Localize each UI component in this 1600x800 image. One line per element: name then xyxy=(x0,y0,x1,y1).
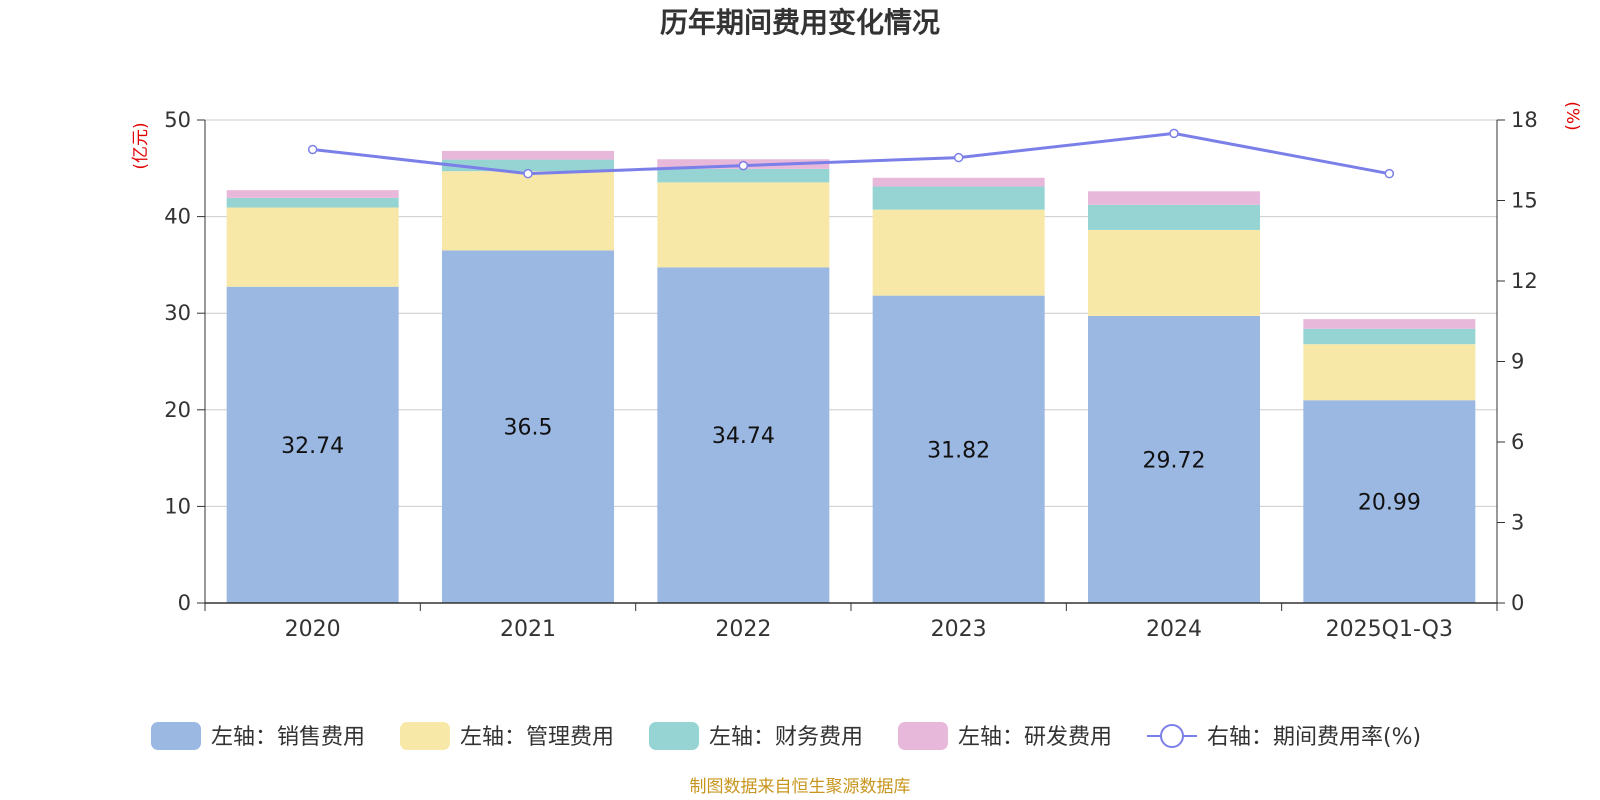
rate-point xyxy=(953,152,964,163)
legend-swatch xyxy=(400,722,450,750)
legend-swatch xyxy=(151,722,201,750)
legend-marker xyxy=(1160,724,1184,748)
legend-item[interactable]: 左轴：管理费用 xyxy=(400,722,614,750)
data-label: 29.72 xyxy=(1143,448,1206,473)
bar-segment xyxy=(1088,191,1260,205)
bar-segment xyxy=(872,295,1045,603)
bar-segment xyxy=(1088,229,1260,316)
right-tick-label: 18 xyxy=(1511,108,1538,132)
legend-swatch xyxy=(898,722,948,750)
right-tick-label: 0 xyxy=(1511,591,1524,615)
left-axis-unit: (亿元) xyxy=(131,122,151,169)
bar-segment xyxy=(1303,344,1476,401)
legend-swatch xyxy=(649,722,699,750)
data-label: 31.82 xyxy=(927,438,990,463)
right-tick-label: 3 xyxy=(1511,511,1524,535)
right-tick-label: 9 xyxy=(1511,350,1524,374)
rate-point xyxy=(1169,128,1179,139)
gridlines xyxy=(205,119,1497,507)
bar-segment xyxy=(442,159,614,172)
bar-segment xyxy=(1303,328,1476,345)
bar-segment xyxy=(657,182,830,268)
bar-segment xyxy=(226,190,399,198)
bar-segment xyxy=(872,209,1045,296)
bar-segment xyxy=(1088,315,1260,603)
left-tick-label: 0 xyxy=(178,591,191,615)
right-tick-label: 12 xyxy=(1511,269,1538,293)
bar-group xyxy=(226,150,1476,603)
x-tick-label: 2021 xyxy=(500,617,556,642)
rate-point xyxy=(738,160,749,171)
bar-segment xyxy=(442,171,614,251)
chart-title: 历年期间费用变化情况 xyxy=(660,6,940,39)
right-tick-label: 6 xyxy=(1511,430,1524,454)
right-tick-label: 15 xyxy=(1511,189,1538,213)
bar-segment xyxy=(226,207,399,287)
rate-point xyxy=(1384,168,1395,179)
data-label: 36.5 xyxy=(504,416,553,441)
data-label: 32.74 xyxy=(281,434,344,459)
legend-label: 左轴：财务费用 xyxy=(709,725,863,750)
source-note: 制图数据来自恒生聚源数据库 xyxy=(690,777,911,797)
data-label: 34.74 xyxy=(712,424,775,449)
bar-segment xyxy=(657,168,830,183)
legend-label: 左轴：管理费用 xyxy=(460,725,614,750)
bar-segment xyxy=(1303,319,1476,329)
x-tick-label: 2022 xyxy=(715,617,771,642)
bar-segment xyxy=(657,267,830,603)
left-tick-label: 30 xyxy=(164,301,191,325)
axes: 0 10 20 30 40 50 0 3 6 9 12 15 18 2020 2021 2022 2023 202… xyxy=(164,108,1537,642)
data-labels: 32.74 36.5 34.74 31.82 29.72 20.99 xyxy=(281,416,1421,516)
rate-line xyxy=(312,131,1390,176)
legend-item[interactable]: 右轴：期间费用率(%) xyxy=(1147,724,1421,750)
legend-label: 右轴：期间费用率(%) xyxy=(1207,725,1421,750)
x-tick-label: 2024 xyxy=(1146,617,1202,642)
right-axis-unit: (%) xyxy=(1562,101,1582,130)
data-label: 20.99 xyxy=(1358,491,1421,516)
legend-label: 左轴：研发费用 xyxy=(958,725,1112,750)
left-tick-label: 40 xyxy=(164,205,191,229)
bar-segment xyxy=(872,177,1045,187)
rate-point xyxy=(307,144,318,155)
bar-segment xyxy=(442,250,614,603)
legend[interactable]: 左轴：销售费用 左轴：管理费用 左轴：财务费用 左轴：研发费用 右轴：期间费用率(%) xyxy=(151,722,1421,750)
legend-item[interactable]: 左轴：研发费用 xyxy=(898,722,1112,750)
x-tick-label: 2025Q1-Q3 xyxy=(1326,617,1453,642)
legend-item[interactable]: 左轴：财务费用 xyxy=(649,722,863,750)
bar-segment xyxy=(1088,204,1260,230)
bar-segment xyxy=(872,186,1045,210)
bar-segment xyxy=(226,286,399,603)
bar-segment xyxy=(226,197,399,208)
rate-line-group xyxy=(307,128,1395,179)
x-tick-label: 2020 xyxy=(285,617,341,642)
left-tick-label: 50 xyxy=(164,108,191,132)
legend-label: 左轴：销售费用 xyxy=(211,725,365,750)
left-tick-label: 10 xyxy=(164,494,191,518)
bar-segment xyxy=(1303,400,1476,603)
left-tick-label: 20 xyxy=(164,398,191,422)
bar-segment xyxy=(442,150,614,160)
x-tick-label: 2023 xyxy=(931,617,987,642)
rate-point xyxy=(523,168,533,179)
legend-item[interactable]: 左轴：销售费用 xyxy=(151,722,365,750)
